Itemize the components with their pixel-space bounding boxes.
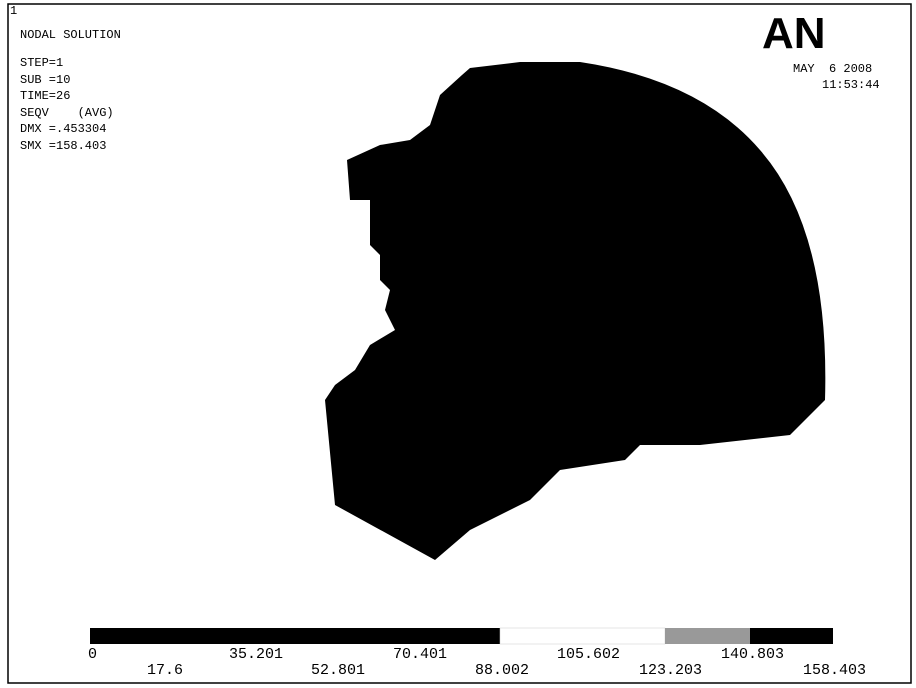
date: MAY 6 2008 <box>793 62 872 76</box>
info-line: DMX =.453304 <box>20 122 106 136</box>
info-line: TIME=26 <box>20 89 70 103</box>
legend-label: 52.801 <box>311 662 365 679</box>
legend-label: 70.401 <box>393 646 447 663</box>
plot-graphics: AN <box>0 0 916 688</box>
time: 11:53:44 <box>822 78 880 92</box>
info-line: SMX =158.403 <box>20 139 106 153</box>
info-title: NODAL SOLUTION <box>20 28 121 42</box>
legend-label: 88.002 <box>475 662 529 679</box>
info-line: SUB =10 <box>20 73 70 87</box>
legend-label: 158.403 <box>803 662 866 679</box>
legend-label: 35.201 <box>229 646 283 663</box>
legend-band-speckled <box>665 628 750 644</box>
legend-label: 17.6 <box>147 662 183 679</box>
legend-band-dark <box>750 628 833 644</box>
legend-band-light <box>500 628 665 644</box>
info-line: SEQV (AVG) <box>20 106 114 120</box>
legend-label: 0 <box>88 646 97 663</box>
window-id: 1 <box>10 4 17 18</box>
legend-label: 123.203 <box>639 662 702 679</box>
legend-label: 105.602 <box>557 646 620 663</box>
model-contour <box>325 62 825 560</box>
legend-band-dark <box>90 628 500 644</box>
ansys-plot-window: AN 1 NODAL SOLUTION STEP=1 SUB =10 TIME=26… <box>0 0 916 688</box>
info-line: STEP=1 <box>20 56 63 70</box>
logo: AN <box>762 9 826 58</box>
legend-label: 140.803 <box>721 646 784 663</box>
